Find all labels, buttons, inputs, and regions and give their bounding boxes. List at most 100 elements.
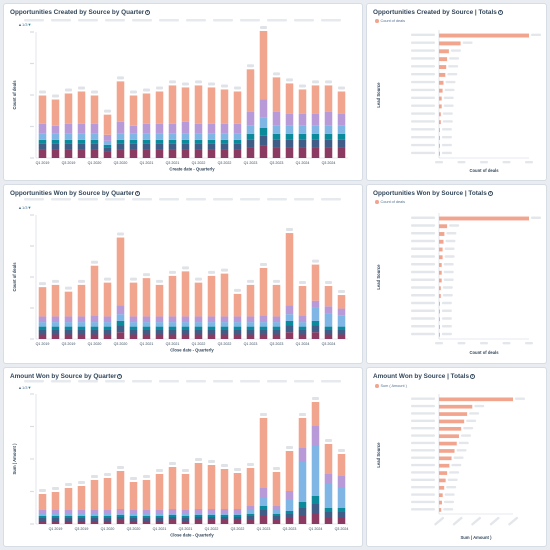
value-label [463, 426, 474, 430]
info-icon[interactable] [135, 191, 141, 196]
bar-segment [246, 506, 255, 510]
category-label [411, 88, 435, 92]
won-pager[interactable]: ▲1/3▼ [18, 205, 32, 210]
value-label [448, 65, 459, 68]
bar-segment [142, 480, 151, 510]
bar-total-label [39, 90, 46, 94]
created-totals-card: Opportunities Created by Source | Totals… [366, 3, 547, 181]
bar-segment [103, 516, 112, 518]
bar-segment [129, 326, 138, 330]
value-label [447, 72, 458, 76]
bar-total-label [130, 90, 137, 94]
bar-segment [337, 147, 346, 158]
amount-pager[interactable]: ▲1/3▼ [18, 385, 32, 390]
info-icon[interactable] [117, 374, 123, 379]
created-totals-title: Opportunities Created by Source | Totals [373, 9, 503, 16]
bar-total-label [234, 468, 241, 471]
info-icon[interactable] [145, 10, 151, 15]
bar-segment [168, 85, 177, 124]
value-label [441, 317, 452, 320]
bar-total-label [169, 270, 176, 274]
bar-segment [311, 264, 320, 301]
value-label [445, 80, 456, 84]
bar-segment [233, 515, 242, 517]
bar-segment [285, 451, 294, 491]
info-icon[interactable] [470, 374, 475, 379]
x-tick-label: Q1 2024 [296, 342, 310, 346]
legend-chip [24, 198, 44, 201]
total-bar [439, 232, 445, 236]
category-label [411, 216, 435, 219]
bar-segment [142, 516, 151, 518]
info-icon[interactable] [487, 191, 493, 196]
info-icon[interactable] [497, 10, 503, 15]
bar-segment [142, 518, 151, 521]
bar-segment [64, 521, 73, 524]
bar-segment [116, 332, 125, 339]
category-label [411, 419, 435, 422]
bar-segment [207, 133, 216, 140]
bar-total-label [221, 464, 228, 467]
bar-segment [324, 139, 333, 148]
total-bar [439, 441, 457, 446]
bar-segment [337, 295, 346, 309]
legend-chip [213, 19, 233, 22]
bar-segment [285, 314, 294, 321]
bar-segment [298, 125, 307, 134]
bar-segment [207, 520, 216, 524]
bar-segment [77, 149, 86, 158]
total-bar [439, 493, 443, 498]
bar-segment [116, 520, 125, 524]
x-tick-label [508, 516, 519, 526]
category-label [411, 255, 435, 258]
x-tick-label: Q3 2021 [179, 527, 193, 531]
bar-segment [155, 329, 164, 335]
category-label [411, 463, 435, 467]
y-axis-label: Lead Source [376, 442, 381, 468]
total-bar [439, 463, 450, 468]
bar-segment [142, 133, 151, 140]
legend-chip [78, 198, 98, 201]
bar-segment [298, 462, 307, 502]
category-label [411, 485, 435, 489]
bar-total-label [91, 90, 98, 94]
value-label [443, 270, 454, 274]
value-label [441, 332, 452, 336]
bar-segment [90, 334, 99, 339]
bar-segment [259, 322, 268, 327]
bar-total-label [273, 279, 280, 283]
x-tick-label [452, 516, 463, 526]
bar-segment [337, 113, 346, 126]
bar-segment [259, 117, 268, 128]
value-label [441, 309, 452, 312]
value-label [441, 128, 452, 131]
bar-segment [324, 286, 333, 307]
bar-total-label [104, 277, 111, 281]
total-bar [439, 80, 444, 85]
bar-segment [246, 468, 255, 506]
bar-segment [90, 143, 99, 150]
bar-segment [207, 139, 216, 144]
bar-segment [168, 334, 177, 339]
x-tick-label: Q3 2022 [231, 527, 245, 531]
bar-segment [233, 123, 242, 134]
bar-segment [207, 149, 216, 158]
bar-segment [116, 515, 125, 517]
bar-segment [311, 325, 320, 333]
bar-segment [311, 426, 320, 446]
bar-segment [259, 488, 268, 498]
bar-segment [77, 133, 86, 140]
bar-segment [337, 512, 346, 518]
y-axis-label: Lead Source [376, 264, 381, 290]
bar-segment [220, 509, 229, 513]
bar-total-label [65, 88, 72, 92]
created-pager[interactable]: ▲1/3▼ [18, 22, 32, 27]
bar-segment [194, 282, 203, 317]
bar-segment [285, 320, 294, 326]
bar-segment [311, 496, 320, 504]
bar-total-label [143, 88, 150, 92]
bar-segment [285, 325, 294, 333]
legend-chip [132, 19, 152, 22]
total-bar [439, 500, 442, 505]
bar-segment [220, 334, 229, 339]
